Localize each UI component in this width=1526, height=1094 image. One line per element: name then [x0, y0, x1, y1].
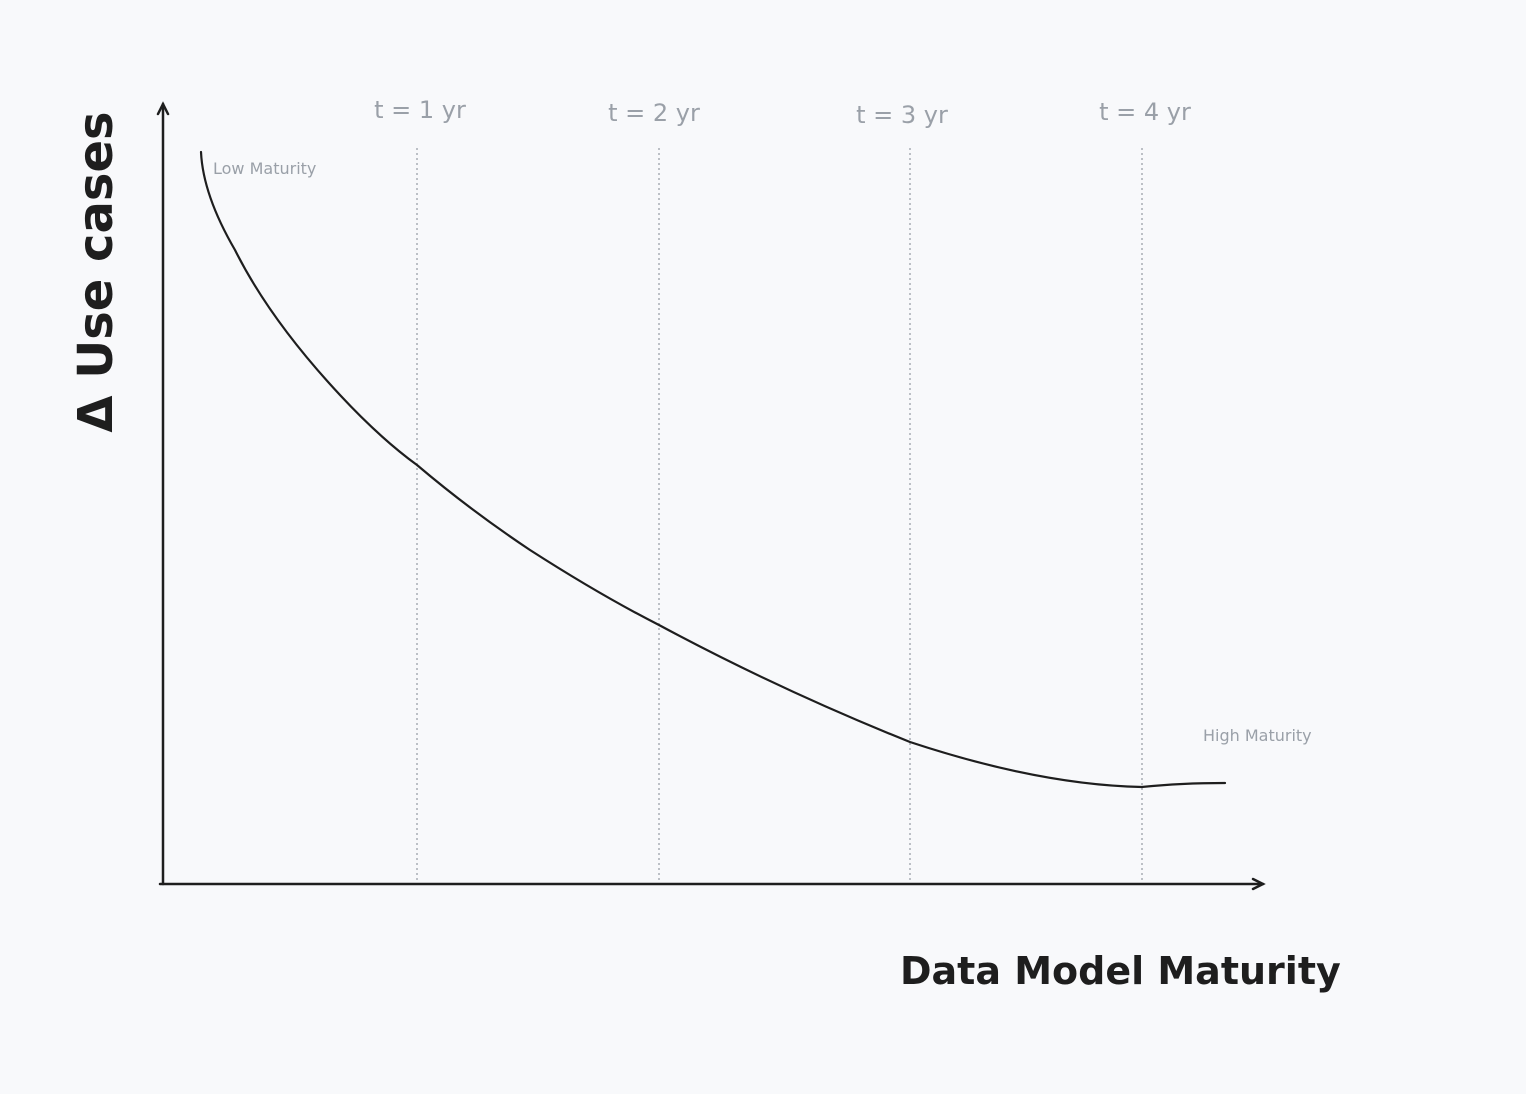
y-axis-title: Δ Use cases — [68, 111, 124, 432]
maturity-curve — [199, 150, 1227, 789]
marker-label: t = 3 yr — [856, 101, 948, 129]
marker-label: t = 4 yr — [1099, 98, 1191, 126]
start-annotation: Low Maturity — [213, 159, 316, 178]
marker-label: t = 1 yr — [374, 96, 466, 124]
y-arrow — [156, 101, 170, 116]
x-arrow — [1251, 877, 1266, 891]
end-annotation: High Maturity — [1203, 726, 1312, 745]
axes — [156, 101, 1266, 891]
x-axis-title: Data Model Maturity — [900, 949, 1341, 993]
marker-label: t = 2 yr — [608, 99, 700, 127]
